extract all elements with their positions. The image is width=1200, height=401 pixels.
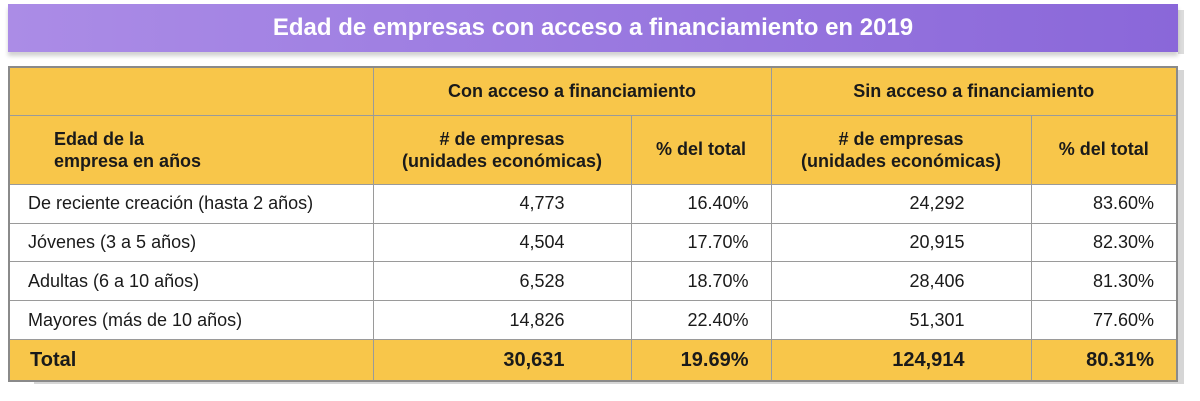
table-row: Jóvenes (3 a 5 años) 4,504 17.70% 20,915… [8,222,1178,263]
cell-with-count: 4,504 [372,222,632,263]
total-row: Total 30,631 19.69% 124,914 80.31% [8,339,1178,382]
col-header-age-line2: empresa en años [54,150,202,171]
cell-without-pct: 83.60% [1030,183,1178,224]
cell-with-pct: 18.70% [630,261,772,302]
column-header-row: Edad de la empresa en años # de empresas… [8,114,1178,185]
cell-without-count: 24,292 [770,183,1032,224]
cell-with-count: 4,773 [372,183,632,224]
total-without-count: 124,914 [770,339,1032,382]
total-with-count: 30,631 [372,339,632,382]
total-without-pct: 80.31% [1030,339,1178,382]
col-header-with-count: # de empresas (unidades económicas) [372,114,632,185]
col-header-age: Edad de la empresa en años [8,114,374,185]
banner-shadow [1178,10,1184,54]
row-label: Adultas (6 a 10 años) [8,261,374,302]
col-header-age-line1: Edad de la [54,128,145,149]
total-label: Total [8,339,374,382]
cell-without-count: 28,406 [770,261,1032,302]
col-header-without-count: # de empresas (unidades económicas) [770,114,1032,185]
cell-with-pct: 22.40% [630,300,772,341]
table-row: Adultas (6 a 10 años) 6,528 18.70% 28,40… [8,261,1178,302]
title-banner: Edad de empresas con acceso a financiami… [8,4,1178,52]
page-title: Edad de empresas con acceso a financiami… [272,14,914,41]
table-row: De reciente creación (hasta 2 años) 4,77… [8,183,1178,224]
col-header-with-count-line2: (unidades económicas) [401,150,603,171]
cell-without-pct: 81.30% [1030,261,1178,302]
col-header-with-count-line1: # de empresas [439,128,565,149]
col-header-without-count-line2: (unidades económicas) [800,150,1002,171]
cell-without-pct: 77.60% [1030,300,1178,341]
row-label: Jóvenes (3 a 5 años) [8,222,374,263]
cell-with-pct: 16.40% [630,183,772,224]
group-header-without: Sin acceso a financiamiento [770,66,1178,116]
row-label: Mayores (más de 10 años) [8,300,374,341]
table-shadow-right [1176,70,1184,384]
cell-with-count: 6,528 [372,261,632,302]
cell-without-count: 51,301 [770,300,1032,341]
col-header-with-pct: % del total [630,114,772,185]
header-empty-cell [8,66,374,116]
col-header-without-count-line1: # de empresas [838,128,964,149]
cell-without-pct: 82.30% [1030,222,1178,263]
col-header-without-pct: % del total [1030,114,1178,185]
cell-with-pct: 17.70% [630,222,772,263]
table-row: Mayores (más de 10 años) 14,826 22.40% 5… [8,300,1178,341]
group-header-row: Con acceso a financiamiento Sin acceso a… [8,66,1178,116]
row-label: De reciente creación (hasta 2 años) [8,183,374,224]
cell-with-count: 14,826 [372,300,632,341]
group-header-with: Con acceso a financiamiento [372,66,772,116]
data-table: Con acceso a financiamiento Sin acceso a… [8,66,1179,382]
total-with-pct: 19.69% [630,339,772,382]
cell-without-count: 20,915 [770,222,1032,263]
